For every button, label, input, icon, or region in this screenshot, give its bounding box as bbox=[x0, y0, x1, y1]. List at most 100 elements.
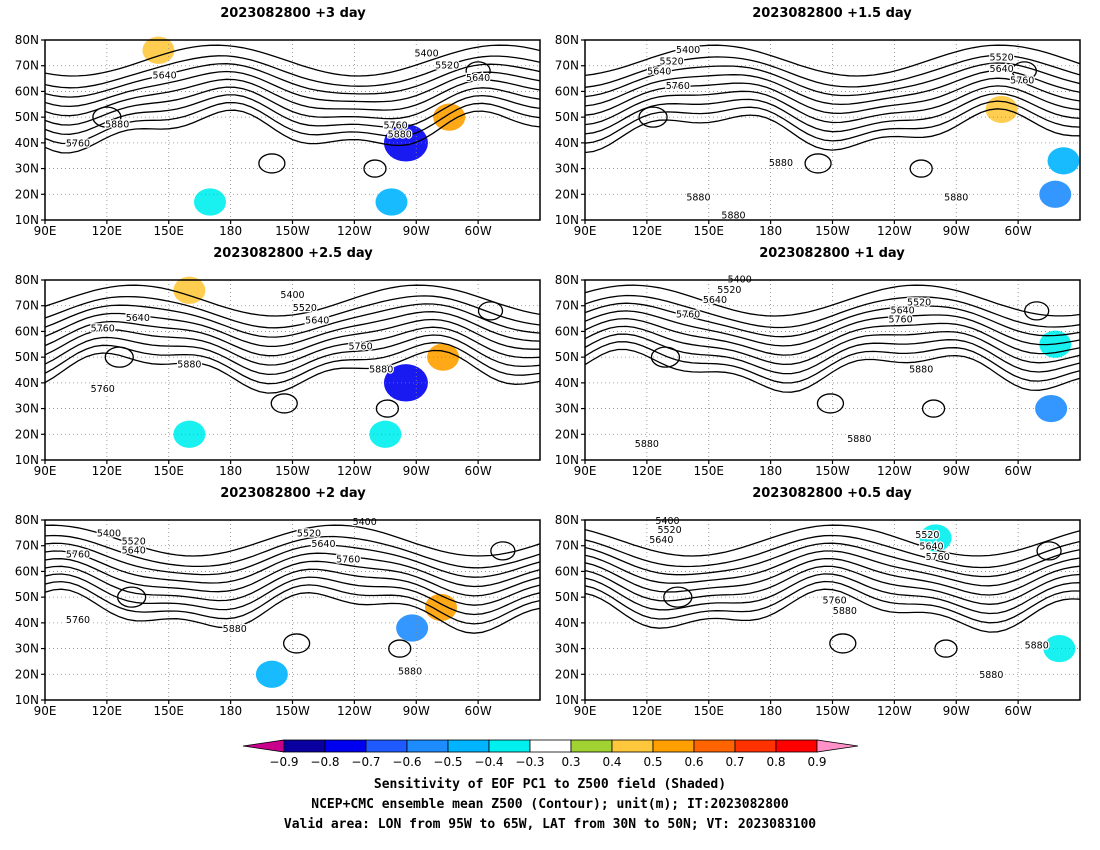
contour-cell bbox=[934, 639, 958, 658]
z500-contours bbox=[45, 284, 540, 418]
lat-tick-label: 10N bbox=[555, 453, 579, 467]
contour-line bbox=[585, 302, 1080, 338]
z500-contours bbox=[585, 284, 1080, 418]
lon-tick-label: 120W bbox=[877, 704, 912, 718]
contour-label: 5760 bbox=[384, 121, 408, 132]
colorbar: −0.9 −0.8 −0.7 −0.6 −0.5 −0.4 −0.3 0.3 0.4 0.5 0.6… bbox=[242, 739, 859, 769]
contour-line bbox=[45, 63, 540, 98]
map-panel-plus2day: 5400552056405760540055205640576057605880… bbox=[15, 513, 541, 718]
contour-line bbox=[585, 54, 1080, 88]
z500-contours bbox=[585, 524, 1080, 658]
z500-contours bbox=[45, 524, 540, 658]
lat-tick-label: 70N bbox=[555, 299, 579, 313]
contour-cell bbox=[116, 586, 147, 608]
contour-line bbox=[585, 580, 1080, 624]
colorbar-label: 0.9 bbox=[807, 755, 826, 769]
lat-tick-label: 20N bbox=[555, 667, 579, 681]
lat-tick-label: 30N bbox=[15, 162, 39, 176]
contour-line bbox=[45, 588, 540, 634]
colorbar-swatch bbox=[406, 739, 449, 753]
contour-label: 5760 bbox=[66, 549, 90, 560]
contour-line bbox=[585, 44, 1080, 77]
lat-tick-label: 80N bbox=[555, 33, 579, 47]
contour-label: 5760 bbox=[822, 596, 846, 607]
lon-tick-label: 120E bbox=[632, 464, 663, 478]
lat-tick-label: 40N bbox=[555, 136, 579, 150]
colorbar-label: −0.3 bbox=[515, 755, 544, 769]
lat-tick-label: 50N bbox=[15, 590, 39, 604]
contour-line bbox=[45, 70, 540, 108]
lon-tick-label: 150E bbox=[694, 704, 725, 718]
contour-cell bbox=[363, 159, 387, 178]
lon-tick-label: 150W bbox=[815, 464, 850, 478]
colorbar-arrow-left bbox=[242, 739, 285, 753]
colorbar-swatch bbox=[734, 739, 777, 753]
contour-line bbox=[585, 77, 1080, 116]
lat-tick-label: 70N bbox=[15, 299, 39, 313]
contour-cell bbox=[650, 346, 681, 368]
caption-line-3: Valid area: LON from 95W to 65W, LAT fro… bbox=[283, 817, 817, 832]
lon-tick-label: 90E bbox=[574, 464, 597, 478]
contour-line bbox=[585, 69, 1080, 107]
lat-tick-label: 40N bbox=[15, 616, 39, 630]
panel-title-5: 2023082800 +0.5 day bbox=[752, 486, 912, 501]
contour-line bbox=[585, 294, 1080, 329]
contour-label: 5640 bbox=[466, 73, 490, 84]
lat-tick-label: 10N bbox=[555, 693, 579, 707]
contour-line bbox=[45, 318, 540, 357]
lat-tick-label: 20N bbox=[555, 427, 579, 441]
colorbar-swatch bbox=[570, 739, 613, 753]
contour-line bbox=[585, 92, 1080, 135]
map-panel-plus2-5day: 5400 5520 5640 5640 5760 5760 5880 5760 5880 10N 2… bbox=[15, 273, 541, 478]
sensitivity-shading bbox=[255, 593, 457, 688]
contour-label: 5880 bbox=[979, 670, 1003, 681]
lat-tick-label: 30N bbox=[15, 642, 39, 656]
contour-label: 5880 bbox=[223, 624, 247, 635]
colorbar-label: 0.8 bbox=[766, 755, 785, 769]
contour-label: 5400 bbox=[353, 517, 377, 528]
contour-cell bbox=[477, 301, 504, 321]
lon-tick-label: 90E bbox=[34, 464, 57, 478]
contour-label: 5760 bbox=[1010, 76, 1034, 87]
contour-cell bbox=[1011, 61, 1037, 81]
panel-title-3: 2023082800 +1 day bbox=[759, 246, 905, 261]
contour-label: 5520 bbox=[990, 53, 1014, 64]
panel-title-0: 2023082800 +3 day bbox=[220, 6, 366, 21]
lon-tick-label: 90W bbox=[403, 464, 430, 478]
contour-label: 5640 bbox=[891, 305, 915, 316]
contour-label: 5880 bbox=[1025, 641, 1049, 652]
panel-title-4: 2023082800 +2 day bbox=[220, 486, 366, 501]
lat-tick-label: 50N bbox=[15, 350, 39, 364]
contour-label: 5760 bbox=[926, 552, 950, 563]
contour-label: 5400 bbox=[97, 529, 121, 540]
map-panel-plus1day: 5400552056405760552056405760588058805880… bbox=[555, 273, 1081, 478]
contour-cell bbox=[804, 153, 832, 174]
shading-blob bbox=[1035, 394, 1068, 423]
shading-blob bbox=[919, 524, 952, 552]
contour-label: 5520 bbox=[907, 298, 931, 309]
colorbar-swatch bbox=[365, 739, 408, 753]
colorbar-arrow-right bbox=[816, 739, 859, 753]
lon-tick-label: 150W bbox=[275, 704, 310, 718]
lon-tick-label: 150W bbox=[275, 224, 310, 238]
lon-tick-label: 120W bbox=[877, 464, 912, 478]
lat-tick-label: 40N bbox=[15, 136, 39, 150]
lat-tick-label: 30N bbox=[555, 642, 579, 656]
contour-label: 5520 bbox=[657, 525, 681, 536]
contour-line bbox=[585, 565, 1080, 605]
colorbar-swatch bbox=[324, 739, 367, 753]
lat-tick-label: 30N bbox=[15, 402, 39, 416]
contour-cell bbox=[909, 159, 933, 178]
contour-cell bbox=[375, 399, 400, 418]
contour-label: 5520 bbox=[717, 285, 741, 296]
lon-tick-label: 90W bbox=[943, 704, 970, 718]
contour-label: 5760 bbox=[666, 81, 690, 92]
gridlines bbox=[45, 280, 540, 460]
shading-blob bbox=[173, 276, 206, 304]
colorbar-swatch bbox=[488, 739, 531, 753]
contour-label: 5880 bbox=[177, 359, 201, 370]
contour-line bbox=[45, 78, 540, 117]
lon-tick-label: 90W bbox=[403, 704, 430, 718]
lat-tick-label: 40N bbox=[555, 616, 579, 630]
lon-tick-label: 150E bbox=[154, 464, 185, 478]
